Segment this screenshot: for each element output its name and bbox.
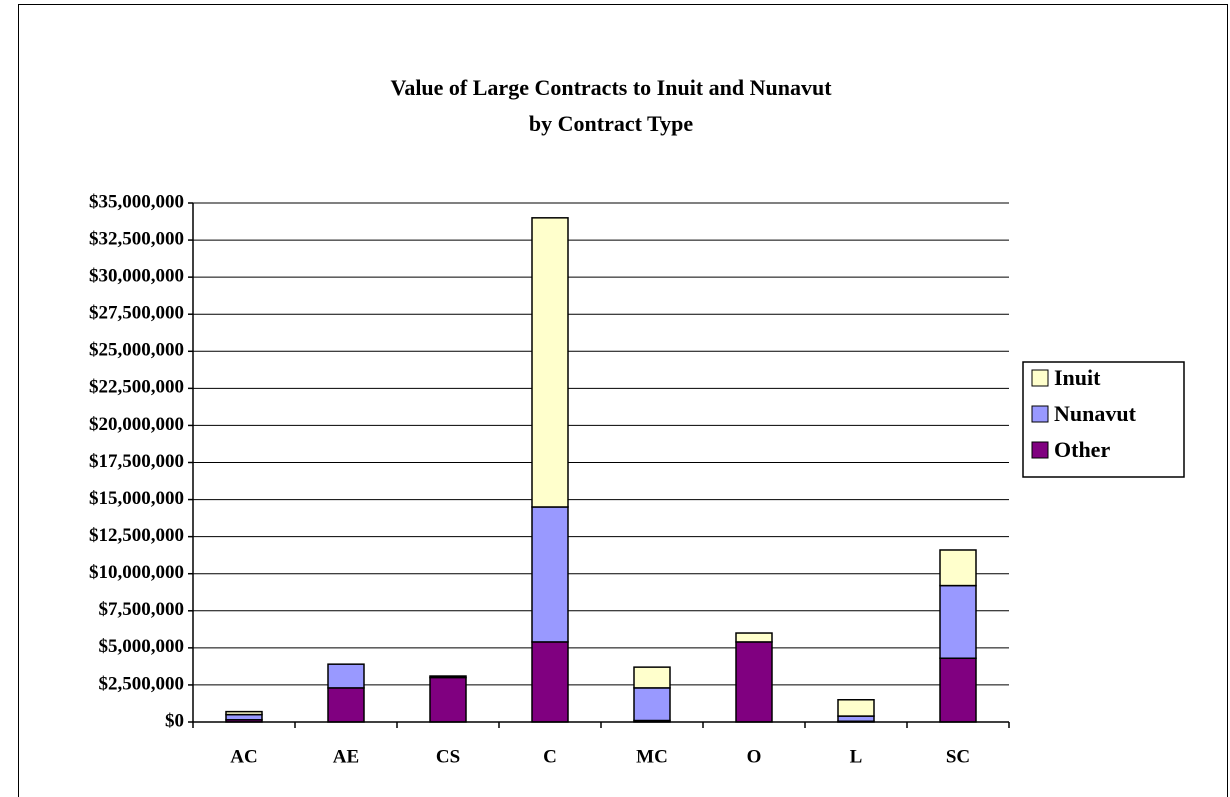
bar-segment [735,632,773,643]
y-tick-label: $30,000,000 [89,266,184,287]
y-tick-label: $12,500,000 [89,525,184,546]
x-tick-label: MC [636,746,668,767]
x-tick-label: C [543,746,557,767]
y-tick-label: $35,000,000 [89,191,184,212]
y-tick-label: $15,000,000 [89,488,184,509]
y-tick-label: $17,500,000 [89,451,184,472]
bar-segment [429,675,467,679]
bar-segment [327,687,365,723]
bar-segment [225,710,263,716]
bar-segment [939,549,977,587]
y-tick-label: $22,500,000 [89,377,184,398]
y-tick-label: $2,500,000 [99,673,185,694]
legend-label: Inuit [1054,365,1101,390]
bar-segment [327,663,365,689]
y-tick-label: $32,500,000 [89,228,184,249]
bar-segment [939,584,977,659]
bar-segment [837,715,875,723]
x-tick-label: O [747,746,762,767]
legend-box [1022,361,1185,478]
x-tick-label: CS [436,746,460,767]
y-tick-label: $25,000,000 [89,340,184,361]
legend-swatch [1031,369,1049,387]
bar-segment [225,713,263,721]
x-tick-label: L [850,746,863,767]
chart-subtitle: by Contract Type [529,111,693,136]
bar-segment [633,666,671,689]
x-tick-label: AE [333,746,359,767]
x-tick-label: AC [230,746,257,767]
y-tick-label: $10,000,000 [89,562,184,583]
bar-segment [633,687,671,722]
bar-segment [429,676,467,723]
y-tick-label: $7,500,000 [99,599,185,620]
bar-segment [735,641,773,723]
y-tick-label: $27,500,000 [89,303,184,324]
y-tick-label: $20,000,000 [89,414,184,435]
y-tick-label: $5,000,000 [99,636,185,657]
bar-segment [531,217,569,508]
bar-segment [837,699,875,717]
legend-label: Nunavut [1054,401,1137,426]
y-tick-label: $0 [165,710,184,731]
x-tick-label: SC [946,746,970,767]
legend-swatch [1031,441,1049,459]
legend-label: Other [1054,437,1110,462]
chart-title: Value of Large Contracts to Inuit and Nu… [390,75,832,100]
bar-segment [531,506,569,643]
bar-segment [939,657,977,723]
bar-segment [531,641,569,723]
legend-swatch [1031,405,1049,423]
